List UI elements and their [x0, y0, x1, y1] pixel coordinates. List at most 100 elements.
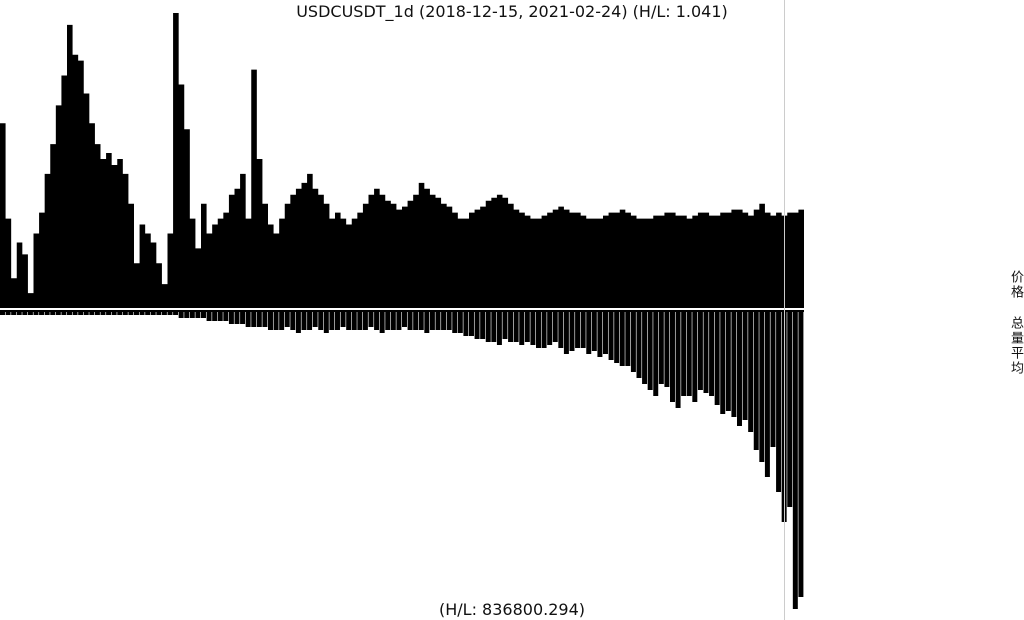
- volume-bar: [474, 312, 480, 339]
- volume-bar: [636, 312, 642, 378]
- volume-bar: [491, 312, 497, 342]
- volume-bar: [614, 312, 620, 363]
- volume-bar: [128, 312, 134, 315]
- volume-bar: [111, 312, 117, 315]
- volume-bar: [692, 312, 698, 402]
- volume-bar: [223, 312, 229, 321]
- volume-bar: [452, 312, 458, 333]
- volume-bar: [290, 312, 296, 330]
- volume-bar: [725, 312, 731, 411]
- volume-bar: [295, 312, 301, 333]
- volume-bar: [647, 312, 653, 390]
- volume-bar: [524, 312, 530, 342]
- volume-bar: [670, 312, 675, 402]
- volume-bar: [340, 312, 346, 327]
- volume-bar: [603, 312, 608, 354]
- volume-bar: [709, 312, 715, 396]
- volume-bar: [619, 312, 625, 366]
- volume-bar: [742, 312, 748, 420]
- volume-bar: [720, 312, 726, 414]
- volume-bar: [89, 312, 95, 315]
- volume-bar: [351, 312, 357, 330]
- panel-baseline: [0, 310, 804, 312]
- volume-bar: [625, 312, 631, 366]
- volume-bar: [407, 312, 413, 330]
- volume-bar: [530, 312, 536, 345]
- volume-bar: [72, 312, 78, 315]
- volume-bar: [703, 312, 709, 393]
- volume-bar: [429, 312, 435, 330]
- volume-bar: [256, 312, 262, 327]
- volume-bar: [0, 312, 5, 315]
- volume-bar: [658, 312, 664, 384]
- volume-bar: [301, 312, 307, 330]
- volume-bar: [268, 312, 273, 330]
- volume-bar: [496, 312, 502, 345]
- volume-bar: [697, 312, 703, 390]
- volume-bar: [150, 312, 156, 315]
- volume-bar: [5, 312, 11, 315]
- volume-bar: [173, 312, 179, 315]
- volume-bar: [435, 312, 441, 330]
- volume-bar: [284, 312, 290, 327]
- volume-bar: [653, 312, 659, 396]
- volume-bar: [312, 312, 318, 327]
- volume-bar: [234, 312, 240, 324]
- volume-bar: [134, 312, 139, 315]
- volume-bar: [575, 312, 581, 348]
- volume-bar: [323, 312, 329, 333]
- volume-bar: [446, 312, 452, 330]
- volume-bar: [597, 312, 603, 357]
- volume-bar: [569, 312, 575, 351]
- volume-bar: [591, 312, 597, 351]
- volume-bar: [379, 312, 385, 333]
- volume-bar: [519, 312, 525, 345]
- volume-bar: [195, 312, 201, 318]
- volume-bar: [83, 312, 89, 315]
- volume-bar: [33, 312, 39, 315]
- volume-bar: [206, 312, 212, 321]
- volume-axis-label: 总量平均: [1008, 316, 1023, 376]
- volume-bar: [759, 312, 765, 462]
- volume-bar: [480, 312, 486, 339]
- volume-bar: [787, 312, 793, 507]
- volume-bar: [686, 312, 692, 396]
- volume-bar: [485, 312, 491, 342]
- price-area-chart: [0, 12, 804, 312]
- volume-bar: [106, 312, 112, 315]
- price-area: [0, 12, 804, 308]
- volume-bar: [770, 312, 776, 447]
- volume-bar: [385, 312, 391, 330]
- volume-bar: [737, 312, 742, 426]
- volume-bar: [251, 312, 257, 327]
- volume-bar: [78, 312, 84, 315]
- volume-bar: [279, 312, 285, 330]
- volume-bar: [122, 312, 128, 315]
- volume-bar: [50, 312, 56, 315]
- volume-bar: [469, 312, 474, 336]
- volume-bar: [27, 312, 33, 315]
- volume-bar: [184, 312, 190, 318]
- volume-bar: [189, 312, 195, 318]
- volume-bar: [764, 312, 770, 477]
- volume-bar: [508, 312, 514, 342]
- volume-bar: [329, 312, 335, 330]
- volume-bar: [541, 312, 547, 348]
- volume-bar: [178, 312, 184, 318]
- volume-bar: [608, 312, 614, 360]
- volume-bar: [161, 312, 167, 315]
- volume-bar: [441, 312, 447, 330]
- volume-bar: [586, 312, 592, 354]
- volume-bar: [396, 312, 402, 330]
- volume-bar: [748, 312, 754, 432]
- volume-bar: [630, 312, 636, 372]
- volume-bar: [145, 312, 151, 315]
- volume-bar: [552, 312, 558, 342]
- volume-bar: [362, 312, 368, 330]
- volume-bar: [201, 312, 206, 318]
- volume-bar: [792, 312, 798, 609]
- volume-bar: [240, 312, 246, 324]
- volume-bar: [776, 312, 782, 492]
- volume-bar: [167, 312, 173, 315]
- volume-bar: [580, 312, 586, 348]
